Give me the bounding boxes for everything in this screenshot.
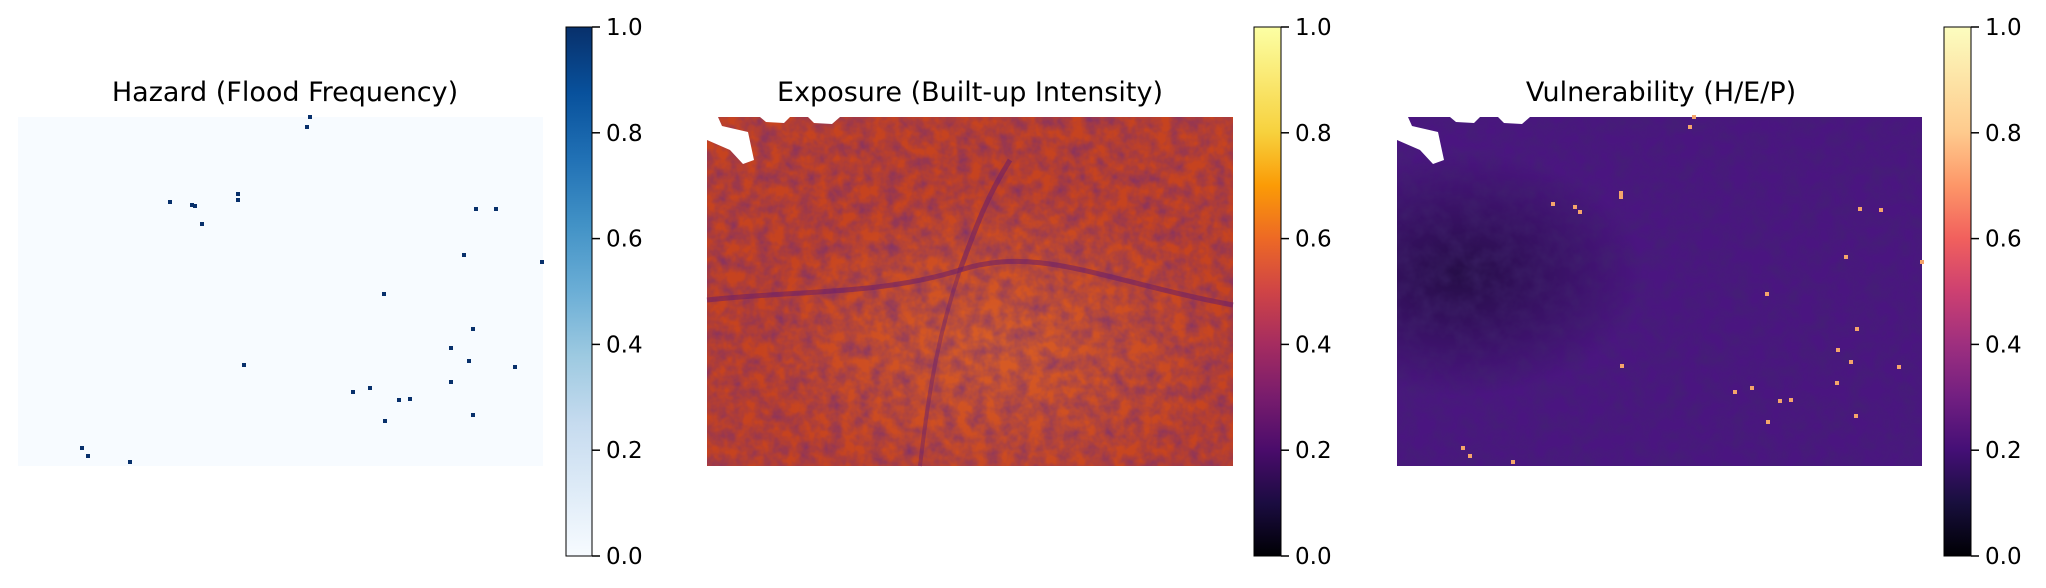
hazard-hotspot: [128, 460, 132, 464]
vulnerability-hotspot: [1619, 191, 1623, 195]
vulnerability-hotspot: [1461, 446, 1465, 450]
vulnerability-panel: Vulnerability (H/E/P) 0.0 0.2 0.4 0.6 0.8 1.0: [1397, 15, 2022, 570]
hazard-hotspot: [408, 397, 412, 401]
hazard-hotspot: [236, 198, 240, 202]
hazard-hotspot: [368, 386, 372, 390]
vulnerability-hotspot: [1854, 414, 1858, 418]
vulnerability-map: [1397, 117, 1922, 466]
vulnerability-hotspot: [1920, 260, 1924, 264]
vulnerability-hotspot: [1688, 125, 1692, 129]
exposure-colorbar-ticks: 0.0 0.2 0.4 0.6 0.8 1.0: [1281, 15, 1332, 570]
vulnerability-hotspot: [1858, 207, 1862, 211]
exposure-panel: Exposure (Built-up Intensity) 0.00.20.40…: [706, 15, 1332, 570]
vulnerability-hotspot: [1879, 208, 1883, 212]
colorbar-tick-label: 0.0: [606, 544, 643, 570]
hazard-colorbar: [565, 26, 593, 557]
hazard-hotspot: [474, 207, 478, 211]
colorbar-tick-label: 0.0: [1295, 544, 1332, 570]
hazard-panel: Hazard (Flood Frequency) 0.0 0.2 0.4 0.6 0.8…: [18, 15, 643, 570]
vulnerability-hotspot: [1620, 364, 1624, 368]
hazard-hotspot: [236, 192, 240, 196]
hazard-map: [18, 117, 543, 466]
hazard-hotspots: [80, 115, 544, 464]
hazard-hotspot: [200, 222, 204, 226]
vulnerability-hotspot: [1619, 195, 1623, 199]
hazard-hotspot: [190, 203, 194, 207]
colorbar-tick-label: 1.0: [1985, 15, 2022, 41]
colorbar-tick-label: 0.6: [1985, 227, 2022, 253]
colorbar-tick-label: 0.4: [606, 332, 643, 358]
colorbar-tick-label: 1.0: [1295, 15, 1332, 41]
hazard-hotspot: [449, 380, 453, 384]
vulnerability-hotspots: [1461, 115, 1924, 464]
hazard-hotspot: [193, 204, 197, 208]
vulnerability-hotspot: [1573, 205, 1577, 209]
colorbar-tick-label: 0.6: [606, 227, 643, 253]
hazard-hotspot: [242, 363, 246, 367]
hazard-hotspot: [494, 207, 498, 211]
colorbar-tick-label: 0.4: [1985, 332, 2022, 358]
hazard-hotspot: [540, 260, 544, 264]
vulnerability-hotspot: [1692, 115, 1696, 119]
vulnerability-hotspot: [1765, 292, 1769, 296]
colorbar-tick-label: 0.8: [606, 121, 643, 147]
vulnerability-colorbar: [1943, 26, 1972, 557]
vulnerability-hotspot: [1836, 348, 1840, 352]
hazard-hotspot: [462, 253, 466, 257]
hazard-hotspot: [86, 454, 90, 458]
colorbar-tick-label: 0.2: [1295, 438, 1332, 464]
vulnerability-hotspot: [1778, 399, 1782, 403]
vulnerability-hotspot: [1789, 398, 1793, 402]
vulnerability-hotspot: [1551, 202, 1555, 206]
exposure-title: Exposure (Built-up Intensity): [777, 77, 1163, 108]
colorbar-tick-label: 0.2: [1985, 438, 2022, 464]
hazard-hotspot: [513, 365, 517, 369]
hazard-hotspot: [449, 346, 453, 350]
colorbar-tick-label: 1.0: [606, 15, 643, 41]
vulnerability-hotspot: [1835, 381, 1839, 385]
vulnerability-hotspot: [1766, 420, 1770, 424]
hazard-hotspot: [351, 390, 355, 394]
vulnerability-hotspot: [1855, 327, 1859, 331]
hazard-hotspot: [382, 292, 386, 296]
hazard-hotspot: [471, 327, 475, 331]
vulnerability-title: Vulnerability (H/E/P): [1526, 77, 1796, 108]
vulnerability-hotspot: [1468, 454, 1472, 458]
hazard-hotspot: [383, 419, 387, 423]
hazard-hotspot: [168, 200, 172, 204]
colorbar-tick-label: 0.4: [1295, 332, 1332, 358]
vulnerability-hotspot: [1511, 460, 1515, 464]
vulnerability-hotspot: [1897, 365, 1901, 369]
hazard-hotspot: [471, 413, 475, 417]
hazard-hotspot: [308, 115, 312, 119]
hazard-title: Hazard (Flood Frequency): [112, 77, 458, 108]
hazard-colorbar-ticks: 0.0 0.2 0.4 0.6 0.8 1.0: [592, 15, 643, 570]
hazard-hotspot: [80, 446, 84, 450]
colorbar-tick-label: 0.8: [1985, 121, 2022, 147]
colorbar-tick-label: 0.2: [606, 438, 643, 464]
exposure-map: [706, 117, 1234, 467]
vulnerability-hotspot: [1844, 255, 1848, 259]
vulnerability-hotspot: [1733, 390, 1737, 394]
hazard-hotspot: [397, 398, 401, 402]
colorbar-tick-label: 0.0: [1985, 544, 2022, 570]
hazard-hotspot: [305, 125, 309, 129]
vulnerability-hotspot: [1578, 210, 1582, 214]
vulnerability-colorbar-ticks: 0.0 0.2 0.4 0.6 0.8 1.0: [1971, 15, 2022, 570]
colorbar-tick-label: 0.6: [1295, 227, 1332, 253]
vulnerability-hotspot: [1849, 360, 1853, 364]
colorbar-tick-label: 0.8: [1295, 121, 1332, 147]
hazard-hotspot: [467, 359, 471, 363]
exposure-colorbar: [1253, 26, 1282, 557]
vulnerability-hotspot: [1750, 386, 1754, 390]
